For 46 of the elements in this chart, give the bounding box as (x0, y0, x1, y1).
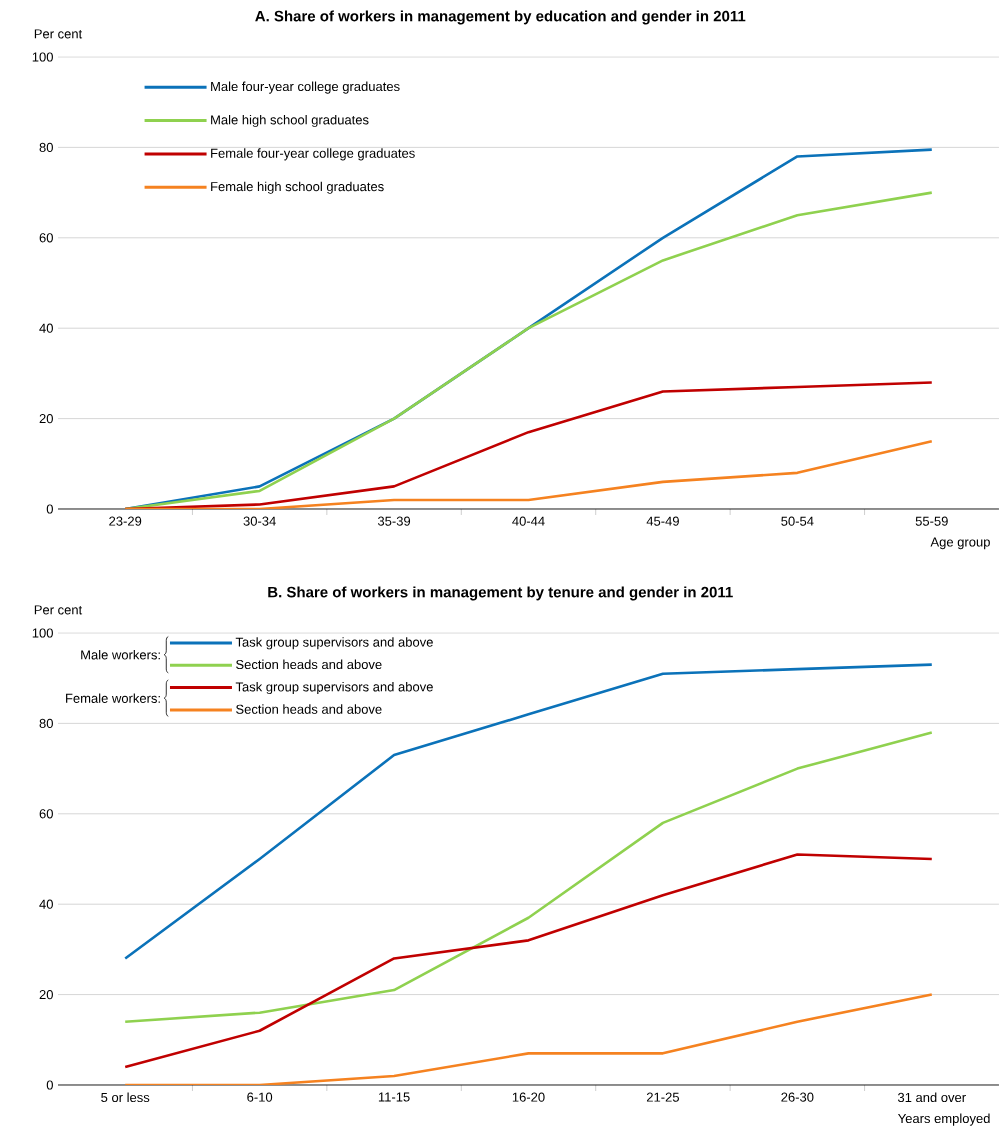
x-tick-label: 11-15 (378, 1092, 410, 1102)
legend-label: Section heads and above (236, 704, 382, 714)
x-tick-label: 5 or less (101, 1092, 150, 1103)
x-tick-label: 26-30 (781, 1092, 814, 1102)
y-tick-label: 80 (39, 142, 53, 152)
y-tick-label: 40 (39, 323, 53, 333)
y-tick-label: 20 (39, 413, 53, 424)
y-tick-label: 20 (39, 989, 53, 1000)
line-series (123, 853, 934, 1069)
x-tick-label: 50-54 (781, 516, 814, 526)
legend-label: Female four-year college graduates (211, 148, 415, 161)
y-tick-label: 60 (39, 233, 53, 243)
legend-label: Task group supervisors and above (235, 637, 433, 650)
legend-label: Male high school graduates (211, 114, 369, 128)
x-tick-label: 23-29 (109, 516, 142, 526)
x-tick-label: 45-49 (646, 516, 679, 526)
annotation: Male workers: (81, 649, 160, 660)
x-tick-label: 30-34 (243, 516, 276, 526)
line-series (123, 439, 934, 509)
x-axis-title: Age group (930, 537, 990, 550)
x-tick-label: 40-44 (512, 516, 545, 526)
x-tick-label: 16-20 (512, 1092, 545, 1102)
line-series (123, 731, 934, 1024)
y-tick-label: 100 (32, 628, 53, 638)
x-tick-label: 35-39 (377, 516, 411, 526)
x-tick-label: 6-10 (247, 1092, 273, 1102)
x-tick-label: 21-25 (646, 1092, 679, 1102)
legend-label: Male four-year college graduates (211, 81, 400, 94)
y-tick-label: 60 (39, 809, 53, 819)
x-axis-title: Years employed (898, 1113, 990, 1126)
y-tick-label: 0 (46, 504, 53, 514)
chart-title: A. Share of workers in management by education and gender in 2011 (255, 10, 746, 25)
y-axis-title: Per cent (34, 605, 83, 615)
annotation: Female workers: (66, 693, 160, 703)
y-axis-title: Per cent (34, 29, 83, 39)
x-tick-label: 31 and over (897, 1092, 966, 1103)
chart-title: B. Share of workers in management by tenure and gender in 2011 (268, 586, 733, 601)
legend-label: Task group supervisors and above (235, 681, 433, 695)
y-tick-label: 40 (39, 899, 53, 909)
legend-label: Female high school graduates (211, 181, 384, 194)
legend-label: Section heads and above (236, 659, 382, 670)
y-tick-label: 0 (46, 1080, 53, 1090)
y-tick-label: 80 (39, 718, 53, 728)
y-tick-label: 100 (32, 52, 53, 62)
line-series (123, 993, 934, 1085)
x-tick-label: 55-59 (915, 516, 948, 526)
